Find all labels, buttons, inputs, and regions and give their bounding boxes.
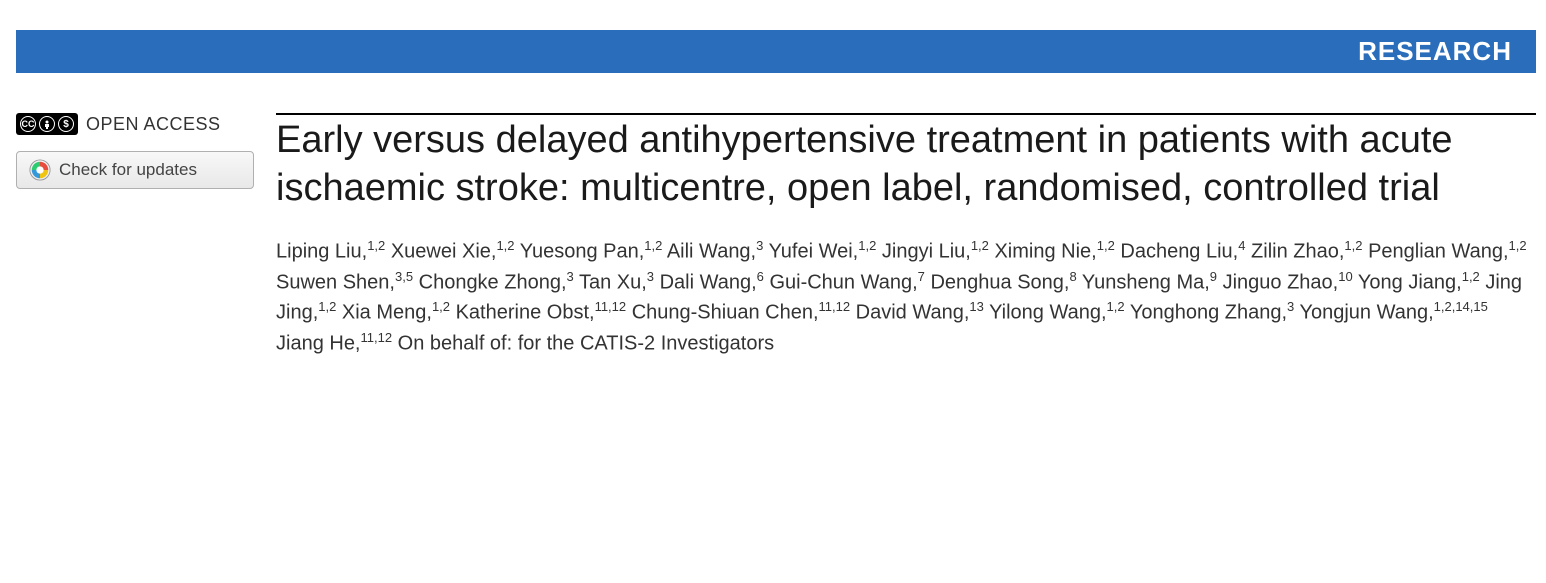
author-affiliation: 1,2 xyxy=(1509,238,1527,253)
author-affiliation: 1,2 xyxy=(1462,269,1480,284)
author-affiliation: 1,2 xyxy=(1097,238,1115,253)
author-affiliation: 11,12 xyxy=(595,299,627,314)
author-affiliation: 1,2 xyxy=(367,238,385,253)
author-affiliation: 1,2 xyxy=(1107,299,1125,314)
author-affiliation: 7 xyxy=(918,269,925,284)
author-affiliation: 3 xyxy=(567,269,574,284)
author-affiliation: 1,2 xyxy=(318,299,336,314)
author-affiliation: 10 xyxy=(1338,269,1352,284)
check-updates-button[interactable]: Check for updates xyxy=(16,151,254,189)
author-affiliation: 1,2 xyxy=(1344,238,1362,253)
author: Dali Wang, xyxy=(660,271,757,293)
article-title: Early versus delayed antihypertensive tr… xyxy=(276,117,1536,212)
author: Yongjun Wang, xyxy=(1299,302,1433,324)
author-affiliation: 3 xyxy=(647,269,654,284)
author: Ximing Nie, xyxy=(994,241,1096,263)
author: Yufei Wei, xyxy=(769,241,859,263)
author-affiliation: 6 xyxy=(757,269,764,284)
author-affiliation: 3 xyxy=(1287,299,1294,314)
author-affiliation: 1,2,14,15 xyxy=(1434,299,1488,314)
banner-label: RESEARCH xyxy=(1358,36,1512,66)
crossmark-icon xyxy=(29,159,51,181)
sidebar: CC $ OPEN ACCESS Check for updates xyxy=(16,113,276,359)
author-affiliation: 3,5 xyxy=(395,269,413,284)
author: Jinguo Zhao, xyxy=(1223,271,1339,293)
author: Chung-Shiuan Chen, xyxy=(632,302,819,324)
author-affiliation: 1,2 xyxy=(496,238,514,253)
main-container: CC $ OPEN ACCESS Check for updates xyxy=(0,73,1546,359)
author-affiliation: 11,12 xyxy=(361,330,393,345)
open-access-row: CC $ OPEN ACCESS xyxy=(16,113,256,135)
author: Jingyi Liu, xyxy=(882,241,971,263)
author-list: Liping Liu,1,2 Xuewei Xie,1,2 Yuesong Pa… xyxy=(276,236,1536,359)
author-affiliation: 8 xyxy=(1069,269,1076,284)
author-affiliation: 1,2 xyxy=(644,238,662,253)
author: Katherine Obst, xyxy=(456,302,595,324)
open-access-label: OPEN ACCESS xyxy=(86,114,221,135)
author: Suwen Shen, xyxy=(276,271,395,293)
author: Xuewei Xie, xyxy=(391,241,497,263)
author: David Wang, xyxy=(856,302,970,324)
article-content: Early versus delayed antihypertensive tr… xyxy=(276,113,1536,359)
author: Yuesong Pan, xyxy=(520,241,645,263)
author: Yilong Wang, xyxy=(989,302,1106,324)
check-updates-label: Check for updates xyxy=(59,160,197,180)
author-affiliation: 9 xyxy=(1210,269,1217,284)
author: Jiang He, xyxy=(276,333,361,355)
author: Gui-Chun Wang, xyxy=(769,271,917,293)
author-affiliation: 1,2 xyxy=(858,238,876,253)
author: Aili Wang, xyxy=(667,241,756,263)
author-affiliation: 3 xyxy=(756,238,763,253)
author-affiliation: 1,2 xyxy=(432,299,450,314)
author-affiliation: 4 xyxy=(1238,238,1245,253)
by-icon xyxy=(39,116,55,132)
author: Penglian Wang, xyxy=(1368,241,1508,263)
author: Yong Jiang, xyxy=(1358,271,1462,293)
on-behalf-text: On behalf of: for the CATIS-2 Investigat… xyxy=(398,333,774,355)
author-affiliation: 11,12 xyxy=(819,299,851,314)
author-affiliation: 1,2 xyxy=(971,238,989,253)
author: Chongke Zhong, xyxy=(419,271,567,293)
cc-license-badge: CC $ xyxy=(16,113,78,135)
author-affiliation: 13 xyxy=(969,299,983,314)
author: Xia Meng, xyxy=(342,302,432,324)
author: Zilin Zhao, xyxy=(1251,241,1344,263)
research-banner: RESEARCH xyxy=(16,30,1536,73)
cc-icon: CC xyxy=(20,116,36,132)
author: Liping Liu, xyxy=(276,241,367,263)
author: Tan Xu, xyxy=(579,271,647,293)
author: Yunsheng Ma, xyxy=(1082,271,1210,293)
author: Dacheng Liu, xyxy=(1120,241,1238,263)
author: Denghua Song, xyxy=(930,271,1069,293)
nc-icon: $ xyxy=(58,116,74,132)
author: Yonghong Zhang, xyxy=(1130,302,1287,324)
